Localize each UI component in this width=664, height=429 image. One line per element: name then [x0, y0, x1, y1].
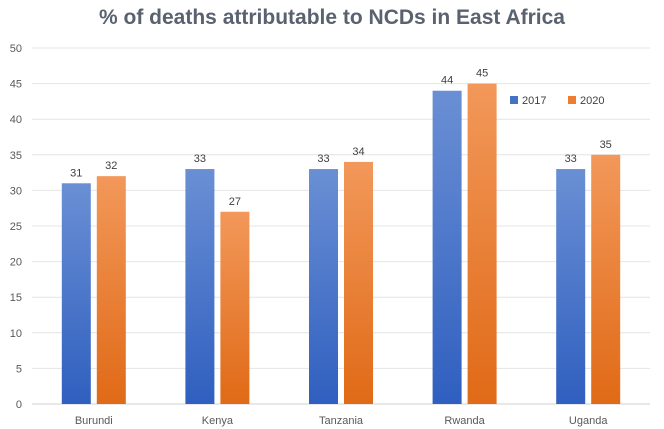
data-label: 33 — [565, 153, 577, 165]
bar-2020-uganda — [591, 154, 621, 404]
legend-swatch-2017 — [510, 96, 518, 104]
data-labels: 31 32 33 27 33 34 44 45 33 35 — [70, 68, 612, 208]
bars — [61, 83, 621, 404]
legend-label: 2020 — [580, 95, 604, 107]
data-label: 27 — [229, 196, 241, 208]
data-label: 32 — [105, 160, 117, 172]
data-label: 34 — [352, 146, 364, 158]
legend: 2017 2020 — [510, 95, 604, 107]
chart-title: % of deaths attributable to NCDs in East… — [99, 6, 565, 29]
bar-2017-kenya — [185, 169, 215, 404]
y-tick-label: 15 — [10, 292, 22, 304]
y-tick-label: 10 — [10, 328, 22, 340]
y-tick-label: 5 — [16, 363, 22, 375]
x-tick-label: Burundi — [75, 415, 113, 427]
data-label: 33 — [194, 153, 206, 165]
bar-2017-burundi — [61, 183, 91, 404]
bar-2017-uganda — [556, 169, 586, 404]
y-tick-label: 0 — [16, 399, 22, 411]
y-tick-label: 50 — [10, 43, 22, 55]
data-label: 31 — [70, 167, 82, 179]
legend-label: 2017 — [522, 95, 546, 107]
y-tick-label: 40 — [10, 114, 22, 126]
data-label: 33 — [317, 153, 329, 165]
bar-2017-rwanda — [432, 90, 462, 404]
bar-2020-kenya — [220, 211, 250, 404]
legend-swatch-2020 — [568, 96, 576, 104]
bar-2017-tanzania — [309, 169, 338, 404]
x-tick-label: Tanzania — [319, 415, 364, 427]
data-label: 35 — [600, 139, 612, 151]
data-label: 44 — [441, 75, 453, 87]
y-axis-ticks: 0 5 10 15 20 25 30 35 40 45 50 — [10, 43, 22, 411]
y-tick-label: 35 — [10, 150, 22, 162]
y-tick-label: 45 — [10, 79, 22, 91]
y-tick-label: 30 — [10, 185, 22, 197]
y-tick-label: 25 — [10, 221, 22, 233]
data-label: 45 — [476, 68, 488, 80]
grid-lines — [32, 47, 650, 405]
bar-2020-rwanda — [467, 83, 497, 404]
bar-2020-tanzania — [344, 161, 373, 404]
x-tick-label: Uganda — [569, 415, 608, 427]
bar-2020-burundi — [96, 176, 126, 404]
y-tick-label: 20 — [10, 257, 22, 269]
x-tick-label: Rwanda — [444, 415, 485, 427]
x-axis-ticks: Burundi Kenya Tanzania Rwanda Uganda — [75, 415, 609, 427]
x-tick-label: Kenya — [202, 415, 234, 427]
